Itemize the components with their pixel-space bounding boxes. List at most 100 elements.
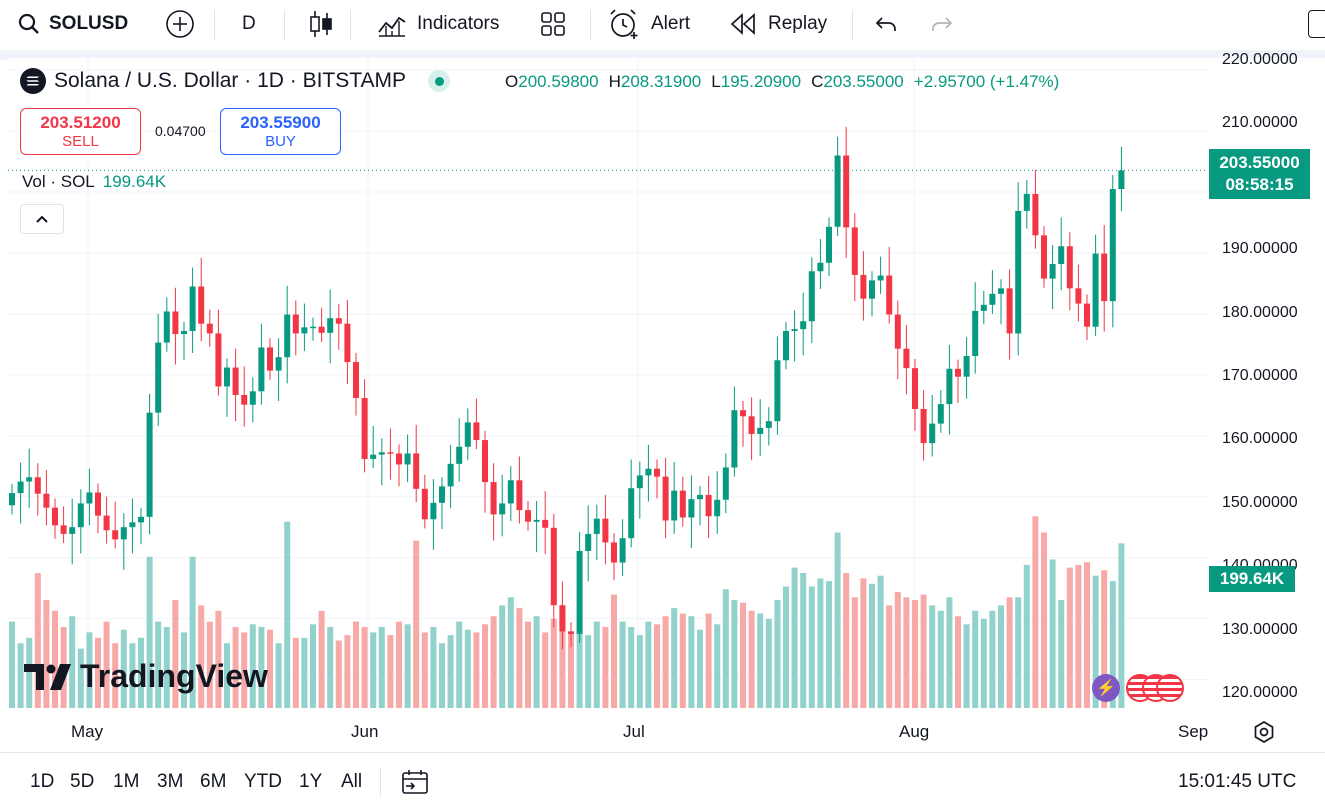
interval-button[interactable]: D [242, 0, 256, 48]
candle-body [998, 288, 1004, 294]
volume-bar [52, 610, 58, 708]
candle-body [783, 330, 789, 361]
volume-bar [249, 624, 256, 708]
candle-body [95, 492, 101, 516]
volume-bar [679, 613, 686, 708]
settings-button[interactable] [1252, 720, 1276, 749]
rewind-icon [730, 13, 755, 35]
volume-bar [34, 573, 41, 708]
candle-body [1015, 210, 1022, 334]
replay-button[interactable]: Replay [730, 0, 827, 48]
fullscreen-button[interactable] [1308, 0, 1325, 48]
candle-body [267, 347, 273, 371]
volume-bar [774, 600, 781, 708]
range-all-button[interactable]: All [341, 771, 363, 792]
candle-body [851, 227, 858, 275]
chart-pane[interactable]: Solana / U.S. Dollar · 1D · BITSTAMP O20… [8, 58, 1208, 710]
candle-body [387, 452, 394, 454]
candle-body [370, 454, 377, 459]
volume-bar [636, 635, 643, 708]
chart-type-button[interactable] [308, 0, 334, 48]
volume-bar [998, 605, 1004, 708]
range-5d-button[interactable]: 5D [70, 771, 95, 792]
range-6m-button[interactable]: 6M [200, 771, 227, 792]
compare-button[interactable] [165, 0, 195, 48]
clock-display[interactable]: 15:01:45 UTC [1178, 771, 1297, 792]
volume-bar [335, 640, 342, 708]
range-3m-button[interactable]: 3M [157, 771, 184, 792]
alarm-clock-icon [610, 9, 638, 39]
time-tick-label: Sep [1178, 722, 1209, 741]
range-1y-button[interactable]: 1Y [299, 771, 323, 792]
volume-bar [430, 627, 437, 708]
volume-bar [344, 635, 351, 708]
date-range-button[interactable] [400, 753, 430, 811]
redo-button[interactable] [930, 0, 954, 48]
volume-bar [783, 586, 789, 708]
candle-body [1084, 303, 1090, 327]
price-axis[interactable]: 220.00000 210.00000 190.00000 180.00000 … [1208, 51, 1325, 710]
range-1m-button[interactable]: 1M [113, 771, 140, 792]
candle-body [206, 323, 213, 334]
undo-button[interactable] [874, 0, 898, 48]
volume-bar [920, 594, 927, 708]
volume-bar [232, 627, 239, 708]
collapse-legend-button[interactable] [20, 204, 64, 234]
candle-body [464, 422, 471, 447]
volume-bar [86, 632, 93, 708]
sell-button[interactable]: 203.51200 SELL [20, 108, 141, 155]
volume-bar [619, 621, 626, 708]
buy-label: BUY [265, 133, 296, 150]
volume-bar [112, 643, 119, 708]
range-1d-button[interactable]: 1D [30, 771, 55, 792]
range-ytd-button[interactable]: YTD [244, 771, 282, 792]
volume-bar [946, 597, 953, 708]
candle-body [645, 468, 652, 476]
volume-bar [722, 589, 729, 708]
candle-body [808, 271, 815, 322]
candle-body [860, 274, 867, 299]
candle-body [52, 507, 58, 526]
volume-legend: Vol · SOL 199.64K [22, 172, 166, 192]
volume-bar [740, 602, 746, 708]
candle-body [499, 503, 506, 515]
toolbar-divider [590, 10, 591, 40]
candle-body [17, 481, 24, 494]
buy-button[interactable]: 203.55900 BUY [220, 108, 341, 155]
candle-body [697, 494, 703, 500]
candle-body [1049, 263, 1056, 279]
volume-bar [421, 632, 428, 708]
volume-bar [834, 532, 841, 708]
redo-icon [932, 17, 953, 31]
candle-body [628, 488, 635, 539]
price-tick-label: 150.00000 [1222, 494, 1298, 511]
volume-bar [860, 578, 867, 708]
volume-bar [103, 621, 110, 708]
market-status-icon[interactable] [428, 70, 451, 92]
alert-button[interactable]: Alert [608, 0, 690, 48]
candle-body [353, 362, 359, 399]
time-axis[interactable]: May Jun Jul Aug Sep [8, 710, 1325, 752]
indicators-button[interactable]: Indicators [377, 0, 499, 48]
tradingview-watermark[interactable]: TradingView [24, 658, 268, 695]
indicators-label: Indicators [417, 13, 500, 34]
candle-body [937, 404, 944, 424]
candle-body [688, 499, 695, 518]
volume-bar [645, 621, 652, 708]
volume-bar [602, 627, 609, 708]
volume-bar [120, 629, 127, 708]
volume-bar [568, 632, 574, 708]
candle-body [817, 262, 824, 272]
symbol-search[interactable]: SOLUSD [18, 0, 128, 48]
candlestick-chart[interactable] [8, 58, 1208, 710]
volume-bar [688, 616, 695, 708]
events-badges[interactable]: ⚡ [1092, 670, 1186, 706]
candle-body [559, 605, 566, 632]
candle-body [1023, 193, 1030, 211]
layouts-button[interactable] [540, 0, 566, 48]
volume-bar [172, 600, 179, 708]
candle-body [1058, 246, 1065, 264]
candle-body [834, 155, 841, 227]
volume-bar [929, 605, 936, 708]
volume-bar [550, 618, 557, 708]
